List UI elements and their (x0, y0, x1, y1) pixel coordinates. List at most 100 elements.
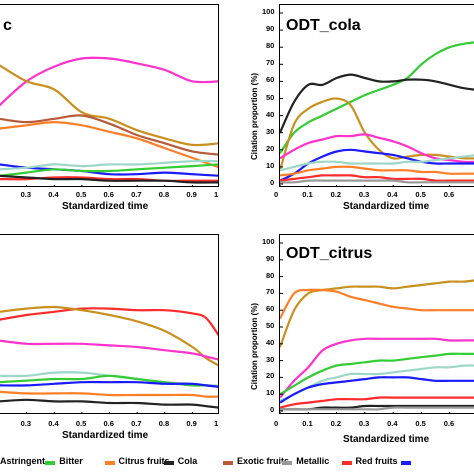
series-line-8 (280, 179, 474, 184)
series-line-1 (280, 288, 474, 320)
series-line-5 (280, 154, 474, 172)
y-tick-label: 80 (266, 270, 275, 280)
plot-svg (0, 305, 218, 413)
series-line-2 (0, 121, 218, 169)
plot-area: ODT_cola (279, 4, 474, 187)
x-tick-label: 0.6 (443, 419, 455, 428)
series-line-6 (0, 390, 218, 398)
plot-svg (0, 56, 218, 186)
x-tick-label: 0.4 (48, 190, 59, 199)
legend-label: Citrus fruits (118, 456, 170, 466)
y-tick-label: 100 (262, 237, 275, 246)
y-tick-label: 70 (266, 58, 275, 68)
legend-swatch (163, 461, 174, 465)
series-line-0 (0, 56, 218, 107)
y-tick-label: 10 (266, 160, 275, 170)
x-axis-label: Standardized time (62, 201, 149, 212)
x-tick-label: 0.7 (131, 419, 142, 428)
series-line-0 (280, 41, 474, 154)
y-tick-label: 80 (266, 41, 275, 51)
series-line-0 (280, 279, 474, 348)
x-tick-label: 0.2 (330, 190, 341, 199)
legend-item: Exotic fruits (223, 452, 289, 474)
legend-label: Red fruits (355, 456, 398, 466)
x-axis-label: Standardized time (343, 201, 430, 212)
series-line-3 (280, 352, 474, 396)
y-axis-label: Citation proportion (%) (250, 302, 259, 390)
legend-swatch (104, 461, 115, 465)
legend-label: Exotic fruits (237, 456, 290, 466)
plot-svg (280, 242, 474, 413)
plot-area (0, 234, 219, 414)
series-line-8 (0, 174, 218, 184)
x-tick-label: 0.3 (20, 190, 32, 199)
legend-swatch (400, 461, 411, 465)
x-tick-label: 0.5 (415, 419, 426, 428)
series-line-5 (0, 159, 218, 171)
series-line-8 (280, 406, 474, 411)
series-line-2 (280, 337, 474, 399)
legend-item (400, 452, 460, 474)
x-tick-label: 0.4 (387, 419, 398, 428)
x-tick-label: 0.6 (443, 190, 455, 199)
x-tick-label: 0.1 (302, 419, 313, 428)
chart-title: ODT_cola (286, 17, 361, 34)
series-line-0 (0, 307, 218, 337)
chart-title: c (3, 17, 12, 34)
legend-label: Metallic (296, 456, 330, 466)
series-line-4 (280, 364, 474, 402)
y-tick-label: 90 (266, 253, 275, 263)
legend-item: Astringent (0, 452, 45, 474)
y-tick-label: 0 (270, 405, 275, 414)
y-tick-label: 100 (262, 7, 275, 16)
series-line-2 (0, 339, 218, 361)
series-line-1 (280, 73, 474, 134)
y-tick-label: 90 (266, 24, 275, 34)
y-tick-label: 30 (266, 354, 275, 364)
series-line-4 (280, 148, 474, 182)
y-tick-label: 0 (270, 178, 275, 187)
legend-label: Bitter (59, 456, 83, 466)
x-tick-label: 1 (214, 190, 219, 199)
x-tick-label: 0.4 (387, 190, 398, 199)
series-line-7 (280, 174, 474, 182)
series-line-1 (0, 64, 218, 147)
series-line-5 (0, 380, 218, 388)
x-tick-label: 0.7 (131, 190, 142, 199)
legend-item: Metallic (282, 452, 341, 474)
x-tick-label: 0.2 (330, 419, 341, 428)
series-line-1 (0, 305, 218, 367)
plot-area: ODT_citrus (279, 234, 474, 414)
chart-title: ODT_citrus (286, 245, 373, 262)
y-tick-label: 10 (266, 388, 275, 398)
legend-item: Red fruits (341, 452, 401, 474)
legend-item: Citrus fruits (104, 452, 170, 474)
y-tick-label: 20 (266, 371, 275, 381)
x-tick-label: 0.9 (186, 190, 197, 199)
series-line-4 (0, 163, 218, 177)
y-axis-label: Citation proportion (%) (250, 72, 259, 160)
legend-swatch (341, 461, 352, 465)
x-tick-label: 0.3 (20, 419, 32, 428)
x-tick-label: 0.1 (302, 190, 313, 199)
legend-swatch (282, 461, 293, 465)
x-tick-label: 0.8 (158, 419, 170, 428)
x-tick-label: 0.5 (415, 190, 426, 199)
x-tick-label: 0.5 (75, 190, 87, 199)
legend-label: Astringent (0, 456, 45, 466)
x-tick-label: 0.9 (186, 419, 197, 428)
y-tick-label: 60 (266, 75, 275, 85)
plot-svg (280, 12, 474, 186)
x-tick-label: 1 (214, 419, 219, 428)
series-line-6 (280, 165, 474, 177)
y-tick-label: 50 (266, 92, 275, 102)
x-tick-label: 0.5 (75, 419, 87, 428)
series-line-7 (0, 398, 218, 409)
y-tick-label: 30 (266, 126, 275, 136)
y-tick-label: 20 (266, 143, 275, 153)
y-tick-label: 40 (266, 337, 275, 347)
x-axis-label: Standardized time (343, 434, 430, 445)
y-tick-label: 60 (266, 304, 275, 314)
series-line-3 (0, 114, 218, 156)
x-tick-label: 0.3 (358, 190, 370, 199)
